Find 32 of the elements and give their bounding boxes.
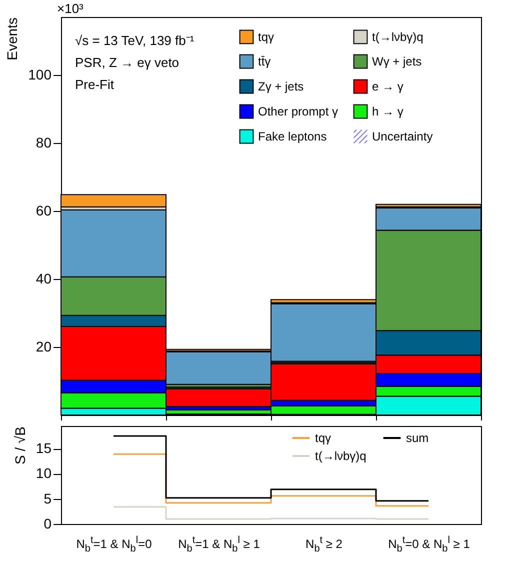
legend-label: e → γ [372,80,404,94]
legend-label: tt̄γ [258,54,271,68]
annotation: PSR, Z → eγ veto [75,55,180,70]
legend-label: Other prompt γ [258,104,338,118]
annotation: Uncertainty [372,130,433,144]
legend-label: t(→lνbγ)q [315,449,366,463]
y-axis-title: Events [4,18,20,60]
y-tick-label: 5 [44,490,52,506]
y-tick-label: 80 [36,134,52,150]
legend-label: tqγ [315,431,332,445]
legend-label: t(→lνbγ)q [372,30,424,44]
y-tick-label: 40 [36,270,52,286]
y-tick-label: 20 [36,338,52,354]
x-tick-label: N$_{b}$$^{t}$=1 & N$_{b}$$^{l}$=0 [76,534,152,554]
y-tick-label: 100 [28,66,52,82]
x-tick-label: N$_{b}$$^{t}$ ≥ 2 [306,534,342,554]
legend-label: sum [406,431,429,445]
y-tick-label: 60 [36,202,52,218]
x-tick-label: N$_{b}$$^{t}$=1 & N$_{b}$$^{l}$ ≥ 1 [178,534,260,554]
text: ×10³ [57,1,84,16]
legend-label: tqγ [258,30,274,44]
y-tick-label: 10 [36,465,52,482]
y-tick-label: 0 [44,516,52,532]
legend-label: h → γ [372,104,404,118]
annotation: Pre-Fit [75,77,114,92]
x-tick-label: N$_{b}$$^{t}$=0 & N$_{b}$$^{l}$ ≥ 1 [388,534,470,554]
legend-label: Wγ + jets [372,54,422,68]
y-axis-title: S / √B [12,426,28,465]
y-tick-label: 15 [36,440,52,456]
legend-label: Fake leptons [258,130,327,144]
legend-label: Zγ + jets [258,80,304,94]
annotation: √s = 13 TeV, 139 fb⁻¹ [75,33,195,48]
